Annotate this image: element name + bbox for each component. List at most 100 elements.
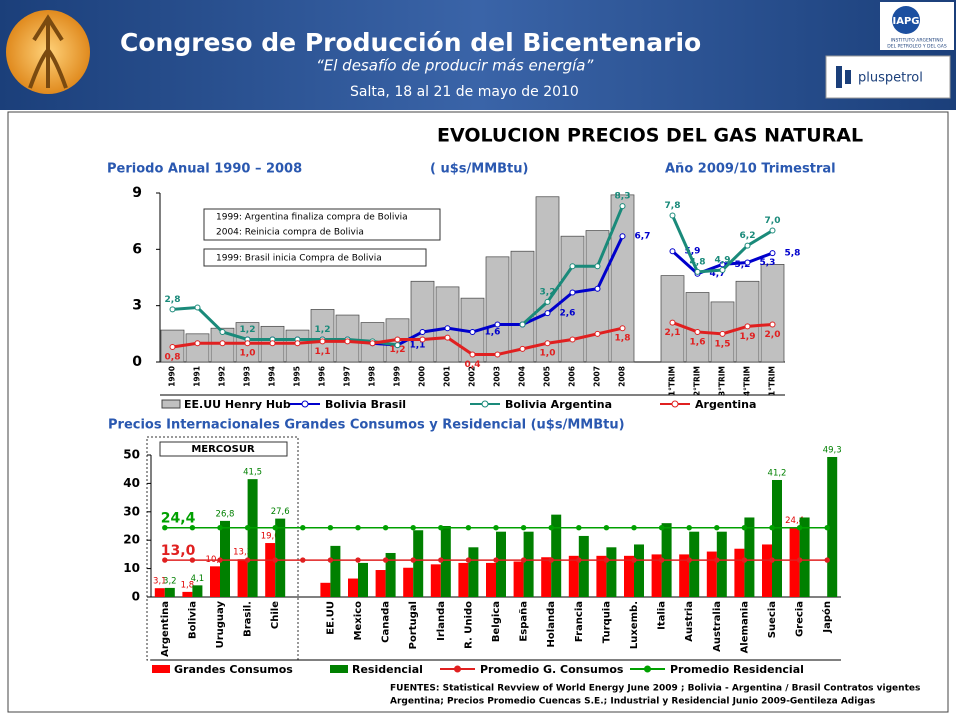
y-tick-label: 0 [132,354,142,370]
y-tick-label: 10 [123,561,140,575]
bar [375,570,386,597]
line-marker [694,328,701,335]
data-label: 0,4 [465,360,481,370]
legend-label: EE.UU Henry Hub [184,398,291,411]
line-marker [494,351,501,358]
line-marker [369,340,376,347]
data-label: 2,6 [560,309,576,319]
bar [486,562,496,597]
x-tick-label: 2001 [443,366,452,387]
bar [762,544,772,597]
line-marker [769,557,775,563]
chart-title: Periodo Anual 1990 – 2008 [107,162,302,177]
data-label: 24,4 [785,516,804,526]
legend-label: Grandes Consumos [174,663,293,676]
annotation: 1999: Argentina finaliza compra de Boliv… [216,213,408,223]
bar [265,543,276,597]
bar [799,517,810,597]
x-tick-label: Bolivia [187,601,198,639]
y-tick-label: 6 [132,241,142,257]
x-tick-label: Japón [821,601,833,634]
line-marker [493,525,499,531]
line-marker [744,323,751,330]
congress-logo-mark [28,14,68,89]
line-marker [619,325,626,332]
bar [220,520,230,597]
line-marker [576,525,582,531]
legend-swatch [644,665,651,673]
bar [568,555,579,597]
line-marker [244,340,251,347]
header-title: Congreso de Producción del Bicentenario [120,28,701,57]
line-marker [438,525,444,531]
bar [551,514,562,597]
line-marker [619,233,626,240]
line-marker [410,557,416,563]
line-marker [394,336,401,343]
sources: Argentina; Precios Promedio Cuencas S.E.… [390,697,875,707]
bar [660,275,685,363]
data-label: 4,7 [710,269,726,279]
legend-label: Bolivia Brasil [325,398,406,411]
sponsor-logo-text: pluspetrol [858,71,923,86]
line-marker [769,321,776,328]
data-label: 5,8 [785,249,801,259]
line-marker [658,557,665,563]
x-tick-label: 2004 [518,366,527,387]
line-marker [548,525,554,531]
x-tick-label: 2000 [418,366,427,387]
data-label: 6,7 [635,232,651,242]
data-label: 41,2 [768,468,787,478]
x-tick-label: Canada [381,601,392,643]
x-tick-label: 2008 [618,366,627,387]
line-marker [824,557,830,563]
line-marker [594,285,601,292]
x-tick-label: 2002 [468,366,477,387]
line-marker [419,328,426,335]
x-tick-label: Mexico [353,601,364,641]
x-tick-label: 1997 [343,366,352,387]
data-label: 13,3 [233,548,252,558]
line-marker [493,557,499,563]
line-marker [714,525,720,531]
line-marker [327,525,334,531]
bar [535,196,560,363]
line-marker [631,557,637,563]
legend-label: Argentina [695,398,756,411]
x-tick-label: 1°TRIM [668,366,677,396]
data-label: 3,1 [153,577,167,587]
line-marker [594,330,601,337]
line-marker [741,557,748,563]
x-tick-label: 1990 [168,366,177,387]
line-marker [520,557,527,563]
x-tick-label: Argentina [160,601,171,657]
line-marker [162,557,168,563]
legend-swatch [671,400,679,408]
line-marker [769,250,776,257]
x-tick-label: 1994 [268,366,277,387]
line-marker [189,525,196,531]
line-marker [669,319,676,326]
bar [523,531,534,597]
x-tick-label: EE.UU [325,601,336,635]
data-label: 2,1 [665,328,681,338]
line-marker [444,325,451,332]
annotation-box [203,248,427,267]
line-marker [382,525,389,531]
bar [458,562,469,597]
data-label: 2,0 [765,330,781,340]
line-marker [319,338,326,345]
line-marker [658,525,665,531]
line-marker [162,525,168,531]
data-label: 3,2 [540,287,556,297]
bar [760,264,785,363]
line [172,305,398,347]
line-marker [244,557,251,563]
data-label: 24,4 [161,511,196,527]
line-marker [548,557,554,563]
data-label: 1,5 [715,339,731,349]
x-tick-label: Belgica [491,601,502,642]
line-marker [594,263,601,270]
x-tick-label: Australia [712,601,723,652]
data-label: 26,8 [216,509,235,519]
